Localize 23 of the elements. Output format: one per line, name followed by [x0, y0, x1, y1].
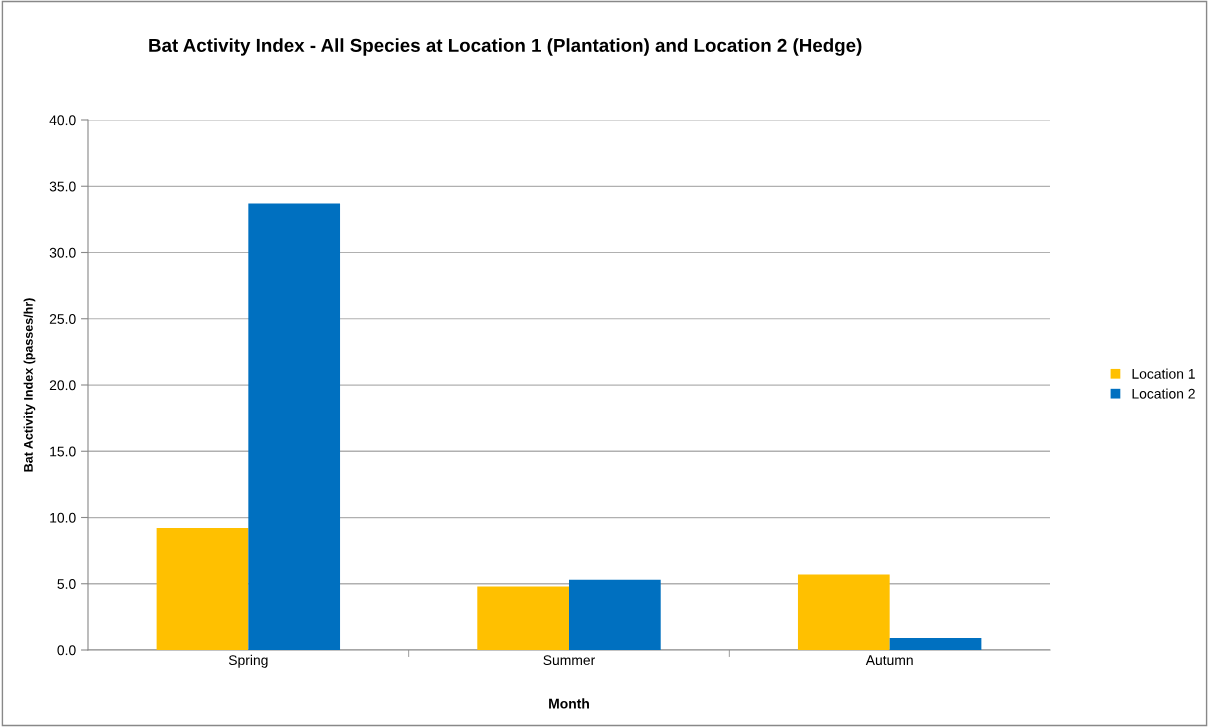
- x-tick-label: Summer: [543, 655, 596, 666]
- bar: [477, 586, 569, 650]
- y-tick-label: 35.0: [49, 181, 76, 192]
- y-tick-label: 15.0: [50, 446, 76, 457]
- bar: [156, 528, 249, 650]
- x-tick-label: Spring: [228, 654, 268, 668]
- y-tick-label: 30.0: [49, 247, 76, 258]
- bar: [248, 203, 341, 650]
- y-tick-label: 0.0: [57, 645, 76, 656]
- legend-label: Location 1: [1132, 368, 1195, 379]
- y-tick-label: 25.0: [49, 314, 76, 324]
- legend-label: Location 2: [1132, 388, 1195, 399]
- y-tick-label: 10.0: [50, 512, 76, 523]
- y-tick-label: 40.0: [49, 115, 76, 126]
- bar: [797, 574, 890, 650]
- chart-title: Bat Activity Index - All Species at Location 1 (Plantation) and Location 2 (Hedge): [149, 38, 862, 56]
- x-axis-title: Month: [549, 698, 589, 709]
- y-axis-title: Bat Activity Index (passes/hr): [23, 298, 36, 472]
- y-tick-label: 20.0: [49, 380, 76, 391]
- bar: [889, 638, 982, 650]
- x-tick-label: Autumn: [865, 655, 913, 666]
- y-tick-label: 5.0: [57, 579, 76, 589]
- bar: [569, 579, 661, 650]
